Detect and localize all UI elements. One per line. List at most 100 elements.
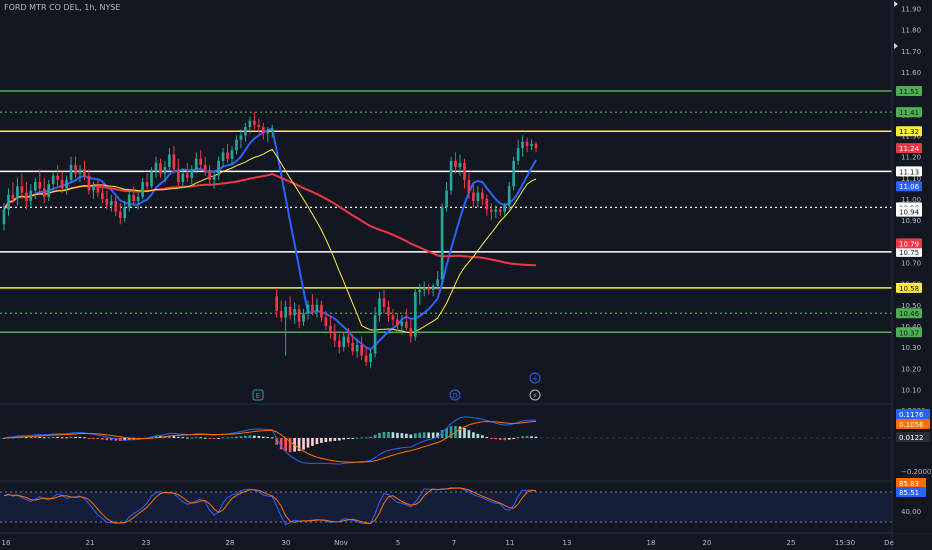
event-marker[interactable]: ⚡: [529, 389, 541, 401]
stoch-badge[interactable]: 85.83: [896, 478, 926, 488]
time-tick-label: 21: [86, 539, 95, 547]
time-axis[interactable]: 16 21 23 28 30 Nov 5 7 11 13 18 20 25 15:30 De: [2, 539, 894, 547]
candle-body: [145, 182, 149, 187]
candle: [302, 308, 305, 326]
macd-histogram-bar: [324, 438, 328, 443]
price-tick-label: 10.20: [901, 365, 921, 373]
level-price-badge[interactable]: 11.41: [896, 107, 922, 118]
candle: [221, 148, 225, 168]
candle: [481, 188, 484, 206]
candle-body: [516, 148, 520, 161]
price-badge-label: 11.24: [899, 145, 920, 153]
event-marker[interactable]: E: [252, 389, 264, 401]
candle-body: [11, 194, 15, 199]
macd-histogram-bar: [2, 438, 6, 439]
price-badge[interactable]: 11.24: [896, 143, 922, 154]
candle: [315, 298, 319, 318]
stoch-badge[interactable]: 85.51: [896, 487, 926, 497]
candle-body: [87, 175, 91, 191]
level-price-badge[interactable]: 10.58: [896, 282, 922, 293]
candle-body: [141, 182, 144, 197]
candle-body: [503, 205, 507, 212]
price-badge[interactable]: 11.06: [896, 181, 922, 192]
macd-histogram-bar: [498, 438, 502, 440]
candle: [261, 122, 265, 140]
level-price-badge[interactable]: 11.32: [896, 126, 922, 137]
candle-body: [33, 182, 37, 191]
stoch-tick-label: 40.00: [901, 508, 921, 516]
event-marker-glyph: +: [532, 375, 538, 383]
candle-body: [382, 298, 386, 307]
macd-histogram-bar: [60, 437, 64, 439]
macd-histogram-bar: [270, 437, 274, 439]
event-marker[interactable]: +: [529, 372, 541, 384]
candle: [329, 315, 332, 339]
macd-histogram-bar: [154, 435, 158, 438]
candle: [136, 192, 140, 210]
candle-body: [405, 321, 408, 329]
level-price-badge-label: 11.32: [899, 128, 919, 136]
candle: [530, 139, 533, 151]
price-badge-label: 10.79: [899, 240, 919, 248]
candle: [29, 184, 33, 208]
candle-body: [449, 160, 453, 191]
candle: [47, 179, 51, 202]
candle-body: [136, 196, 140, 202]
level-price-badge[interactable]: 10.46: [896, 308, 922, 319]
candle-body: [163, 167, 167, 174]
macd-histogram-bar: [525, 436, 529, 438]
candle: [413, 287, 417, 341]
candle: [101, 184, 104, 204]
candle-body: [489, 209, 493, 212]
candle-body: [521, 141, 524, 149]
candle: [199, 150, 203, 170]
level-price-badge[interactable]: 10.75: [896, 246, 922, 257]
candle-body: [154, 162, 158, 172]
macd-histogram-bar: [87, 438, 91, 439]
candle-body: [472, 192, 475, 202]
candle: [163, 160, 167, 183]
macd-tick-label: −0.2000: [901, 468, 931, 476]
macd-badge-bg: [896, 432, 930, 442]
candle-body: [409, 328, 413, 337]
macd-badge[interactable]: 0.1176: [896, 409, 930, 419]
level-price-badge[interactable]: 10.37: [896, 327, 922, 338]
macd-histogram-bar: [266, 437, 270, 439]
macd-histogram-bar: [109, 438, 113, 441]
candle-body: [297, 308, 301, 322]
event-marker[interactable]: D: [449, 389, 461, 401]
candle-body: [275, 296, 279, 312]
macd-histogram-bar: [507, 438, 511, 440]
candle: [373, 306, 377, 358]
macd-histogram-bar: [199, 437, 203, 439]
candle: [360, 336, 363, 360]
event-markers[interactable]: E D + ⚡: [252, 372, 541, 401]
chart-title: FORD MTR CO DEL, 1h, NYSE: [4, 3, 121, 12]
macd-histogram-bar: [373, 434, 377, 438]
level-price-badge[interactable]: 11.13: [896, 166, 922, 177]
candle-body: [355, 344, 359, 352]
macd-histogram-bar: [212, 438, 216, 439]
candle: [364, 347, 368, 367]
macd-histogram-bar: [181, 437, 185, 439]
candle-body: [337, 340, 341, 348]
macd-histogram-bar: [114, 438, 118, 441]
macd-badge[interactable]: 0.1056: [896, 419, 930, 429]
price-badge[interactable]: 10.79: [896, 238, 922, 249]
candle: [56, 165, 59, 187]
macd-badge[interactable]: 0.0122: [896, 432, 930, 442]
price-badge[interactable]: 10.94: [896, 206, 922, 217]
macd-histogram-bar: [101, 438, 104, 440]
candle: [346, 328, 350, 348]
macd-histogram-bar: [396, 432, 399, 438]
candle: [248, 116, 252, 134]
candle-body: [92, 186, 95, 191]
macd-histogram-bar: [275, 438, 279, 445]
candle-body: [512, 160, 515, 187]
level-price-badge[interactable]: 11.51: [896, 86, 922, 97]
macd-histogram-bar: [226, 437, 229, 439]
moving-average-line: [3, 172, 537, 267]
macd-histogram-bar: [512, 438, 515, 439]
